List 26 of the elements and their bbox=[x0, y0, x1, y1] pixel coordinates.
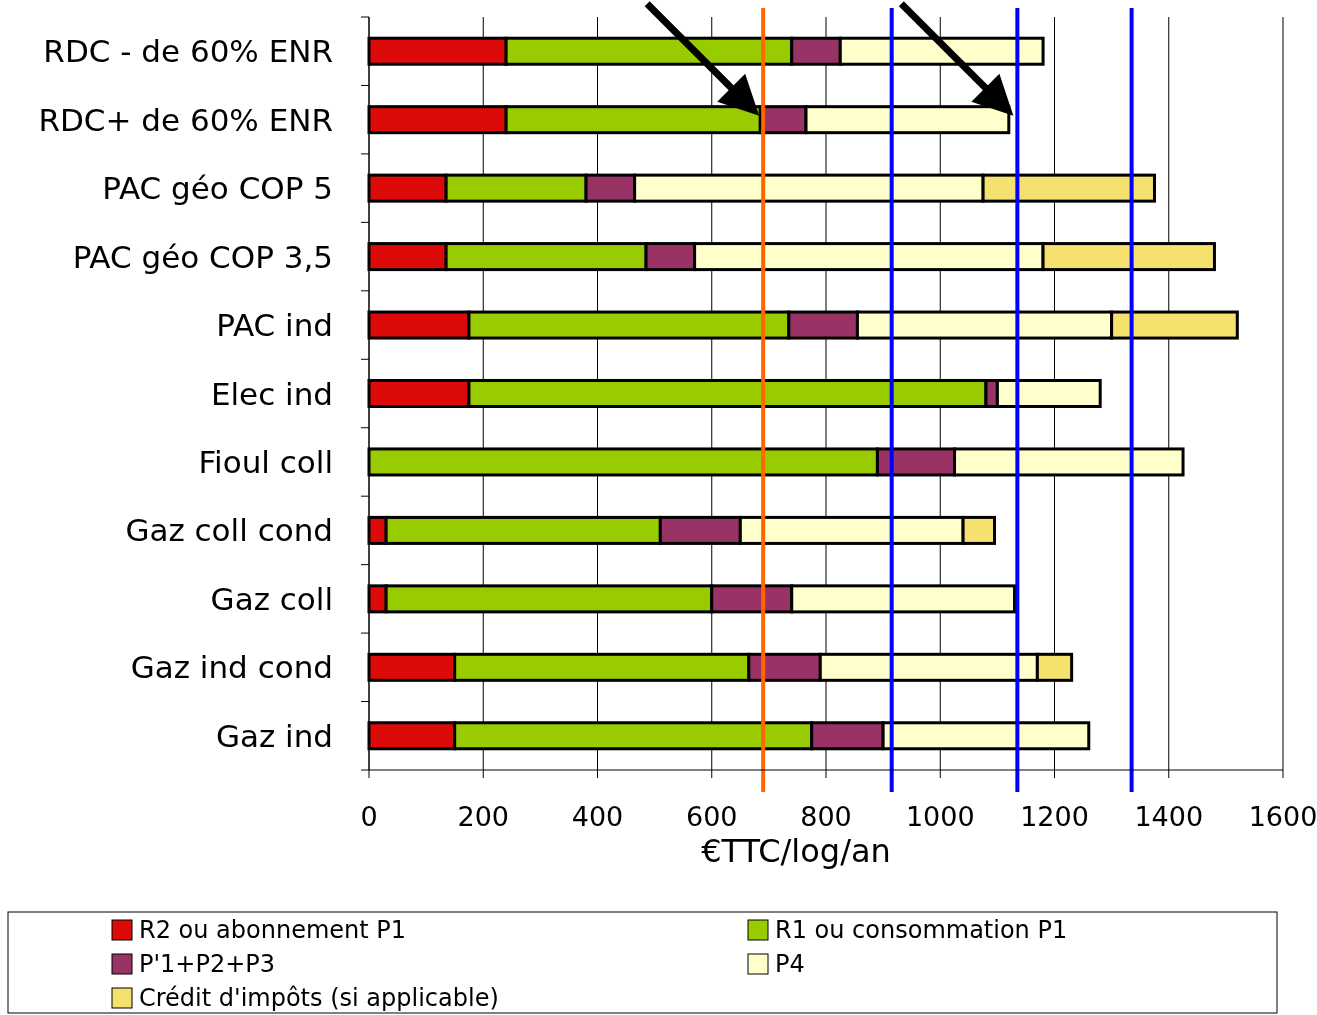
y-tick-label: PAC ind bbox=[216, 307, 333, 344]
y-tick-label: Gaz ind bbox=[215, 717, 333, 754]
x-tick-label: 200 bbox=[457, 801, 510, 832]
legend-label: R2 ou abonnement P1 bbox=[139, 916, 407, 944]
x-tick-label: 600 bbox=[685, 801, 738, 832]
legend-label: P'1+P2+P3 bbox=[139, 950, 276, 978]
x-tick-label: 1400 bbox=[1134, 801, 1204, 832]
y-tick-label: Gaz ind cond bbox=[130, 649, 333, 686]
x-tick-label: 1200 bbox=[1020, 801, 1089, 832]
x-tick-label: 0 bbox=[360, 801, 378, 832]
legend-label: R1 ou consommation P1 bbox=[775, 916, 1068, 944]
x-tick-label: 1000 bbox=[905, 801, 975, 832]
y-tick-label: Gaz coll bbox=[210, 580, 333, 617]
x-tick-label: 800 bbox=[800, 801, 852, 832]
y-tick-label: Elec ind bbox=[210, 375, 333, 412]
legend-label: P4 bbox=[775, 950, 805, 978]
y-tick-label: PAC géo COP 5 bbox=[102, 170, 333, 207]
y-tick-label: Fioul coll bbox=[198, 443, 333, 480]
y-tick-label: RDC - de 60% ENR bbox=[43, 33, 333, 70]
x-tick-label: 400 bbox=[571, 801, 624, 832]
y-tick-label: RDC+ de 60% ENR bbox=[38, 101, 333, 138]
x-tick-label: 1600 bbox=[1248, 801, 1317, 832]
x-axis-title: €TTC/log/an bbox=[701, 832, 891, 870]
y-tick-label: PAC géo COP 3,5 bbox=[72, 238, 333, 275]
legend-label: Crédit d'impôts (si applicable) bbox=[139, 984, 499, 1012]
y-tick-label: Gaz coll cond bbox=[125, 512, 333, 549]
